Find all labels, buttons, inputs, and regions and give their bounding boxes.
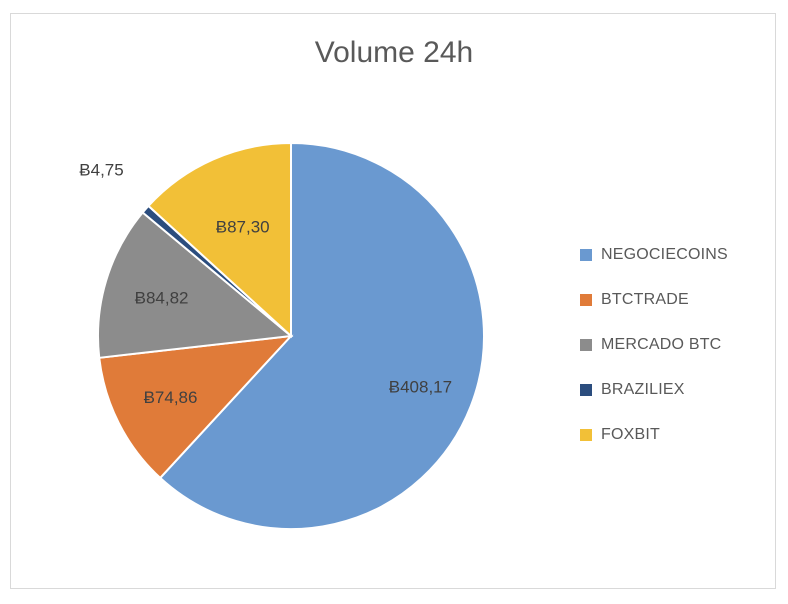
legend-label: BRAZILIEX xyxy=(601,380,685,398)
legend-label: FOXBIT xyxy=(601,425,660,443)
pie-slice-btctrade xyxy=(98,334,294,480)
data-label-negociecoins: Ƀ408,17 xyxy=(389,378,452,397)
legend-item-btctrade: BTCTRADE xyxy=(580,277,728,322)
data-label-btctrade: Ƀ74,86 xyxy=(144,388,198,407)
legend-swatch xyxy=(580,338,592,351)
legend-label: BTCTRADE xyxy=(601,290,689,308)
legend-item-braziliex: BRAZILIEX xyxy=(580,367,728,412)
pie-slice-mercado-btc xyxy=(97,211,294,359)
legend-item-negociecoins: NEGOCIECOINS xyxy=(580,232,728,277)
pie-slice-foxbit xyxy=(147,141,292,339)
legend-label: MERCADO BTC xyxy=(601,335,722,353)
legend-swatch xyxy=(580,428,592,441)
chart-title: Volume 24h xyxy=(314,36,474,69)
legend-item-foxbit: FOXBIT xyxy=(580,412,728,457)
legend-item-mercado-btc: MERCADO BTC xyxy=(580,322,728,367)
data-label-mercado-btc: Ƀ84,82 xyxy=(135,288,189,307)
data-label-foxbit: Ƀ87,30 xyxy=(216,218,270,237)
chart-legend: NEGOCIECOINS BTCTRADE MERCADO BTC BRAZILIEX… xyxy=(580,232,728,457)
legend-swatch xyxy=(580,383,592,396)
legend-label: NEGOCIECOINS xyxy=(601,245,728,263)
legend-swatch xyxy=(580,248,592,261)
pie-slice-negociecoins xyxy=(158,141,485,530)
data-label-braziliex: Ƀ4,75 xyxy=(79,160,123,179)
legend-swatch xyxy=(580,293,592,306)
